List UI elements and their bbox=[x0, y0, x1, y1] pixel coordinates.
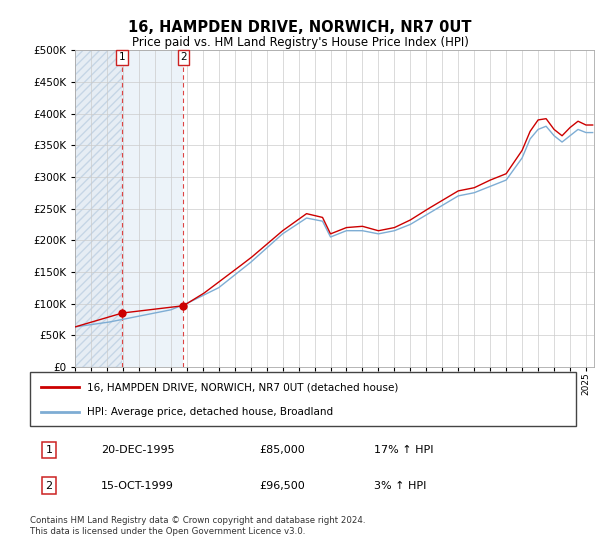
Text: 1: 1 bbox=[46, 445, 53, 455]
Text: 2: 2 bbox=[46, 480, 53, 491]
Text: 2: 2 bbox=[180, 52, 187, 62]
Bar bbox=[122, 50, 184, 367]
Text: Price paid vs. HM Land Registry's House Price Index (HPI): Price paid vs. HM Land Registry's House … bbox=[131, 36, 469, 49]
Text: 17% ↑ HPI: 17% ↑ HPI bbox=[374, 445, 433, 455]
Text: HPI: Average price, detached house, Broadland: HPI: Average price, detached house, Broa… bbox=[88, 407, 334, 417]
Text: 3% ↑ HPI: 3% ↑ HPI bbox=[374, 480, 427, 491]
Text: 1: 1 bbox=[119, 52, 125, 62]
Text: £96,500: £96,500 bbox=[259, 480, 305, 491]
Bar bbox=[75, 50, 122, 367]
Text: £85,000: £85,000 bbox=[259, 445, 305, 455]
Text: 16, HAMPDEN DRIVE, NORWICH, NR7 0UT (detached house): 16, HAMPDEN DRIVE, NORWICH, NR7 0UT (det… bbox=[88, 382, 399, 393]
Text: 16, HAMPDEN DRIVE, NORWICH, NR7 0UT: 16, HAMPDEN DRIVE, NORWICH, NR7 0UT bbox=[128, 20, 472, 35]
Text: 20-DEC-1995: 20-DEC-1995 bbox=[101, 445, 175, 455]
Text: 15-OCT-1999: 15-OCT-1999 bbox=[101, 480, 174, 491]
Text: Contains HM Land Registry data © Crown copyright and database right 2024.
This d: Contains HM Land Registry data © Crown c… bbox=[30, 516, 365, 536]
